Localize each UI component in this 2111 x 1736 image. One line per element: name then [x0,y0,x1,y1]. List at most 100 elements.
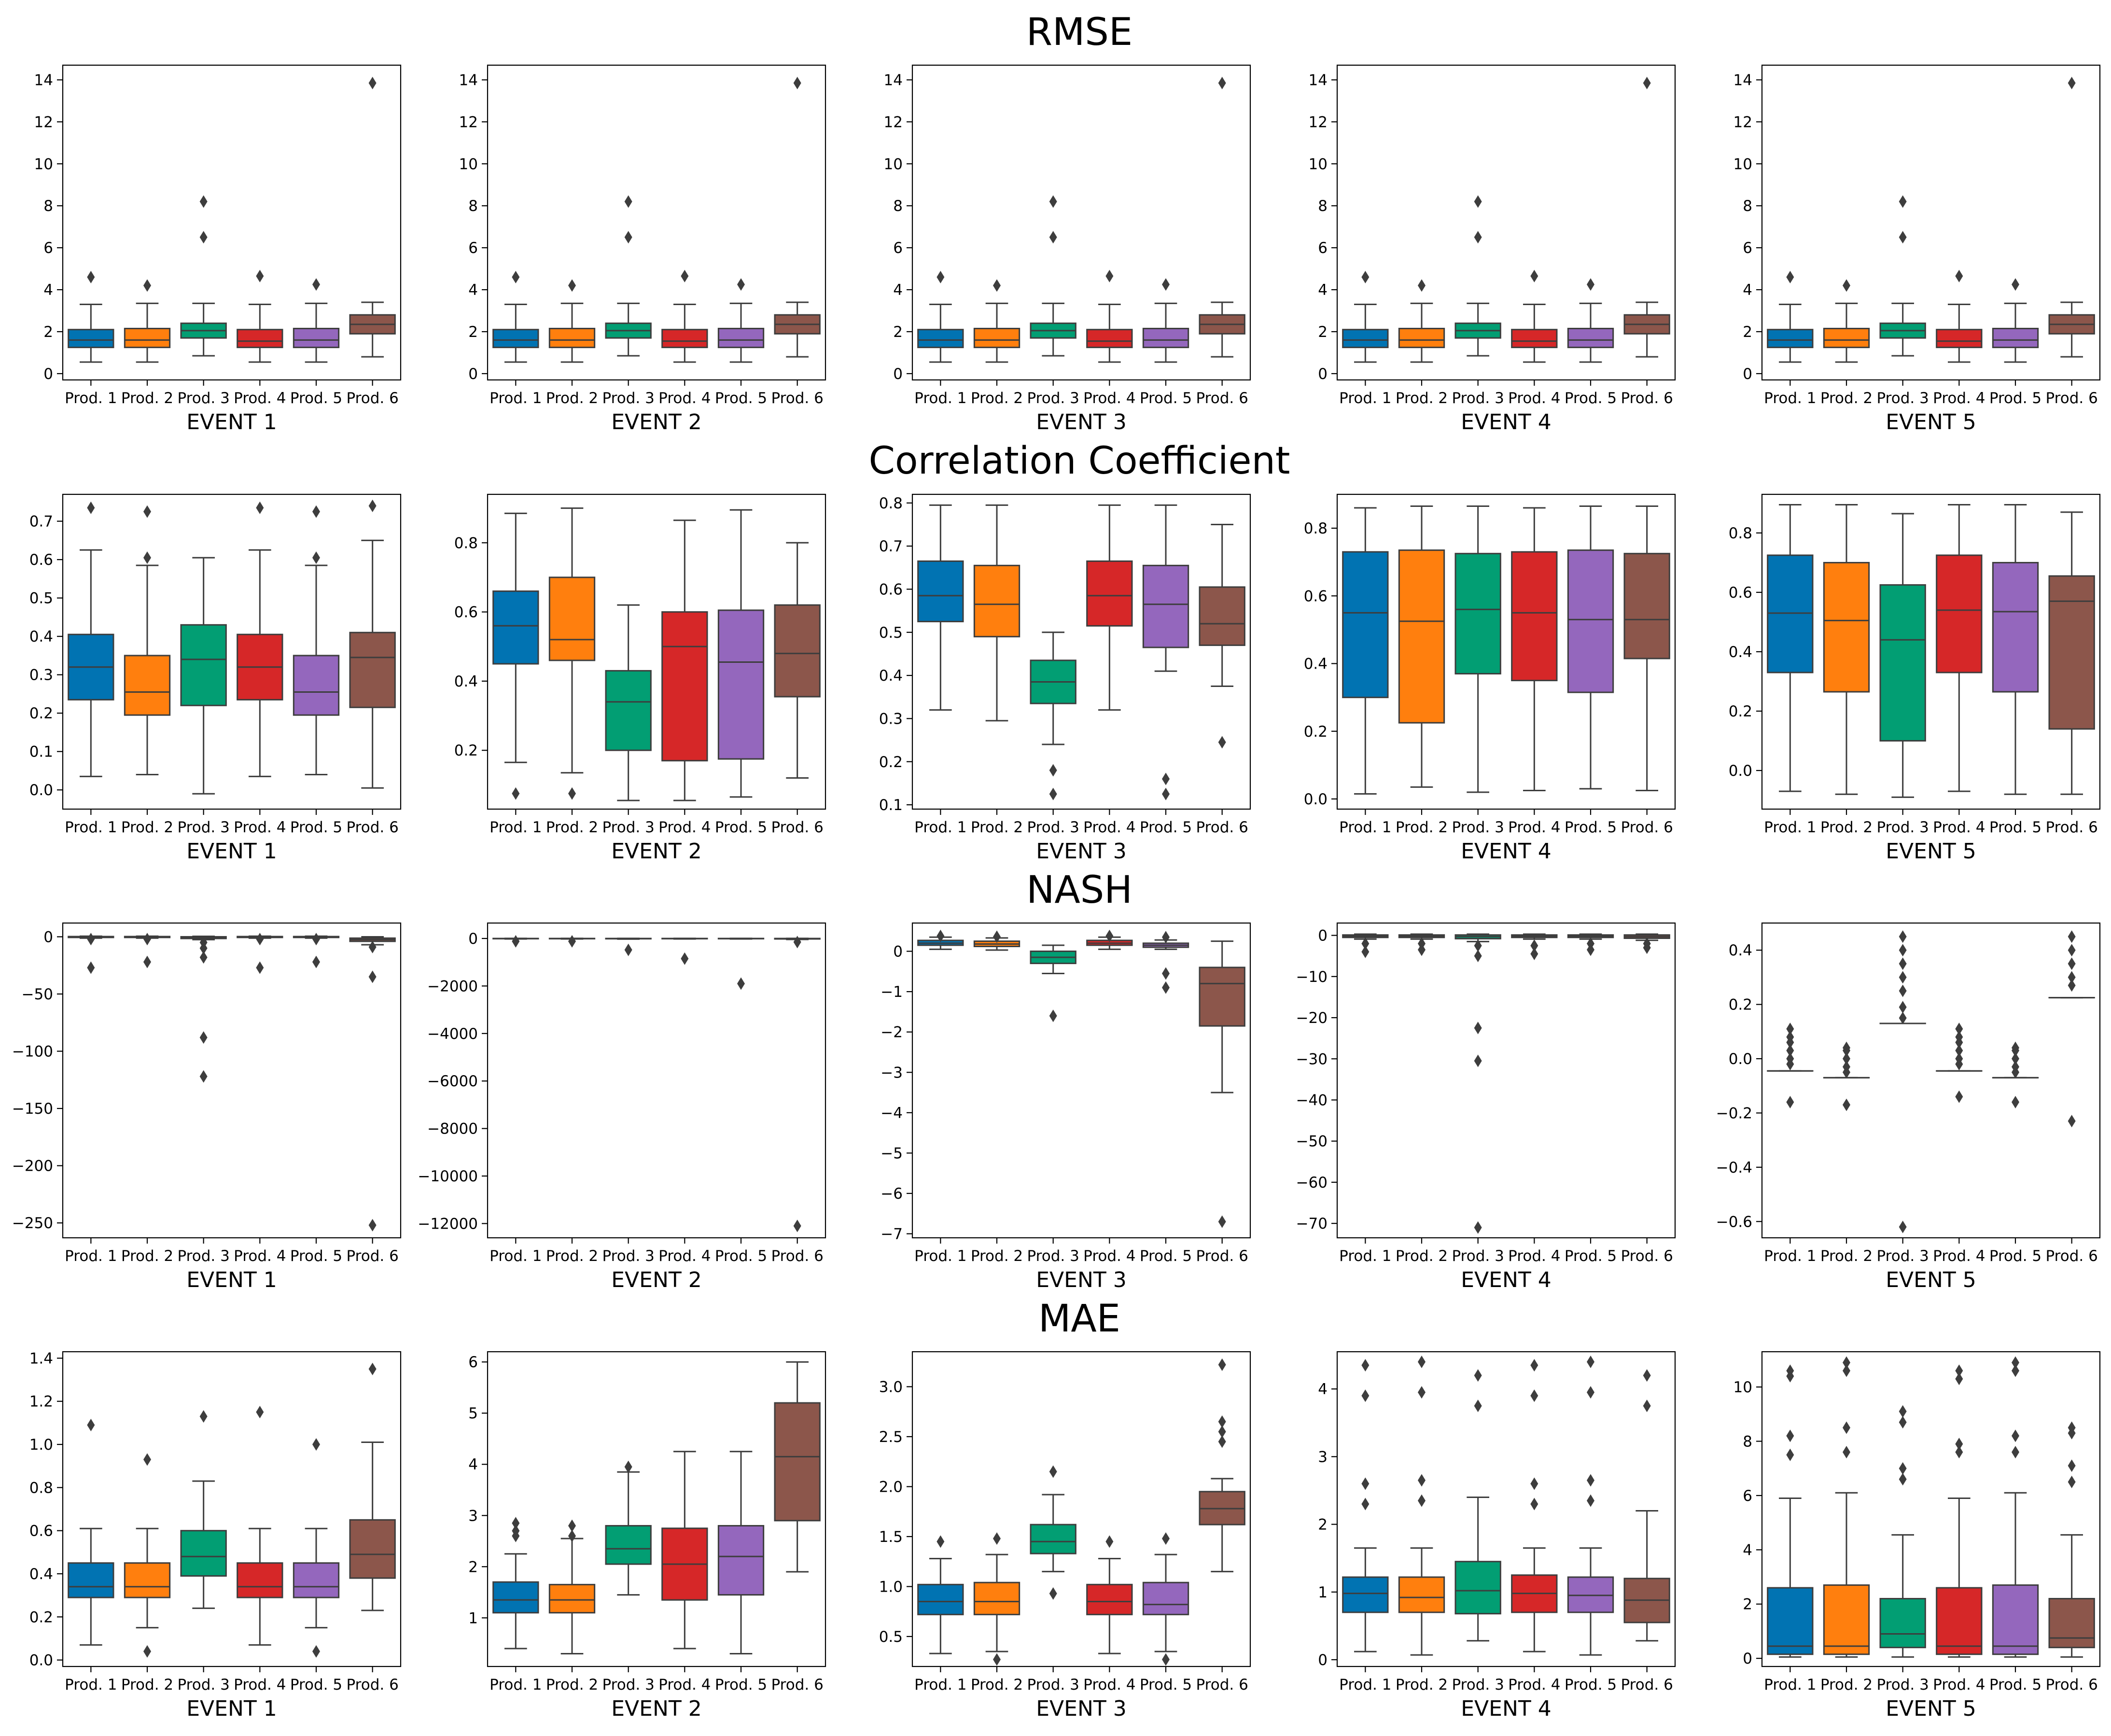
x-tick-label: Prod. 4 [234,1247,286,1265]
x-tick-label: Prod. 1 [65,390,117,407]
outlier-point [681,269,689,282]
y-tick-label: 0.5 [29,590,53,607]
axes-frame [911,1351,1251,1667]
outlier-point [1587,1356,1594,1369]
y-tick-label: 6 [1318,239,1328,257]
y-tick-label: 0.0 [1304,791,1328,808]
x-tick-label: Prod. 1 [1764,390,1816,407]
outlier-point [1218,1215,1226,1228]
y-tick-label: −2000 [427,978,478,995]
box-prod-1 [1342,329,1389,349]
y-tick-label: 14 [459,71,478,89]
outlier-point [1105,269,1114,282]
outlier-point [1361,1477,1370,1490]
box-prod-1 [492,590,539,665]
y-tick-label: −7 [881,1226,903,1243]
y-tick-label: 14 [884,71,903,89]
outlier-point [312,505,320,518]
outlier-point [1786,1095,1794,1108]
outlier-point [87,933,95,946]
outlier-point [256,961,264,974]
axes-frame [911,64,1251,381]
outlier-point [1587,1494,1594,1507]
outlier-point [1474,939,1482,952]
x-tick-label: Prod. 6 [347,390,399,407]
outlier-point [1361,1498,1370,1511]
x-tick-label: Prod. 6 [771,390,824,407]
x-tick-label: Prod. 1 [489,1247,542,1265]
x-tick-label: Prod. 2 [1396,1247,1448,1265]
y-tick-label: 0.2 [1729,703,1752,720]
box-plot-panel: 0.2 0.4 0.6 0.8 Prod. 1 Prod. 2 Prod. 3 Prod. 4… [454,493,826,864]
outlier-point [1899,231,1907,244]
x-tick-label: Prod. 2 [1820,819,1873,836]
outlier-point [1418,1356,1426,1369]
outlier-point [1899,971,1907,984]
y-tick-label: 8 [1743,1433,1752,1450]
event-label: EVENT 3 [1036,839,1126,864]
axes-frame [911,922,1251,1239]
box-prod-4 [1936,329,1983,349]
axes-frame [1761,64,2101,381]
box-prod-2 [1823,328,1870,349]
outlier-point [1899,1473,1907,1486]
outlier-point [1105,929,1114,942]
box-prod-3 [1454,1561,1501,1615]
y-tick-label: −150 [12,1100,53,1118]
y-tick-label: −0.2 [1716,1105,1752,1122]
box-prod-5 [717,609,765,760]
outlier-point [1361,937,1370,950]
outlier-point [1955,1438,1963,1451]
y-tick-label: −6 [881,1185,903,1203]
y-tick-label: 12 [884,113,903,131]
y-tick-label: 8 [468,197,478,215]
x-tick-label: Prod. 4 [1083,390,1135,407]
outlier-point [1218,1425,1226,1438]
y-tick-label: 2 [1743,1596,1752,1613]
y-tick-label: −40 [1296,1092,1328,1109]
x-tick-label: Prod. 2 [121,819,173,836]
x-tick-label: Prod. 3 [178,1247,230,1265]
x-tick-label: Prod. 3 [602,819,655,836]
y-tick-label: 4 [1743,281,1752,299]
outlier-point [937,271,945,284]
y-tick-label: 0.0 [1729,1050,1752,1068]
y-tick-label: −100 [12,1043,53,1061]
box-prod-4 [1086,1583,1133,1615]
outlier-point [1843,1421,1850,1434]
x-tick-label: Prod. 1 [1764,819,1816,836]
event-label: EVENT 4 [1461,839,1551,864]
y-tick-label: 2 [1318,323,1328,341]
y-tick-label: 0 [1318,365,1328,383]
x-tick-label: Prod. 1 [1339,390,1391,407]
box-prod-1 [917,329,964,349]
y-tick-label: 4 [468,1456,478,1473]
outlier-point [2012,1060,2019,1073]
box-prod-1 [68,329,114,349]
y-tick-label: 0 [468,365,478,383]
event-label: EVENT 1 [186,1268,277,1292]
outlier-point [1361,271,1370,284]
outlier-point [256,933,264,946]
outlier-point [1587,943,1594,956]
outlier-point [199,951,208,964]
y-tick-label: −0.6 [1716,1213,1752,1231]
x-tick-label: Prod. 2 [121,390,173,407]
outlier-point [1786,1429,1794,1442]
outlier-point [1955,1044,1963,1057]
outlier-point [2068,1421,2076,1434]
outlier-point [1218,1415,1226,1428]
outlier-point [1049,787,1057,800]
outlier-point [312,933,320,946]
axes-frame [911,493,1251,810]
outlier-point [568,935,576,948]
y-tick-label: 0.4 [29,628,53,645]
x-tick-label: Prod. 2 [546,390,598,407]
outlier-point [1955,269,1963,282]
event-label: EVENT 3 [1036,1696,1126,1721]
x-tick-label: Prod. 1 [65,819,117,836]
outlier-point [2012,1429,2019,1442]
box-prod-2 [973,328,1021,349]
